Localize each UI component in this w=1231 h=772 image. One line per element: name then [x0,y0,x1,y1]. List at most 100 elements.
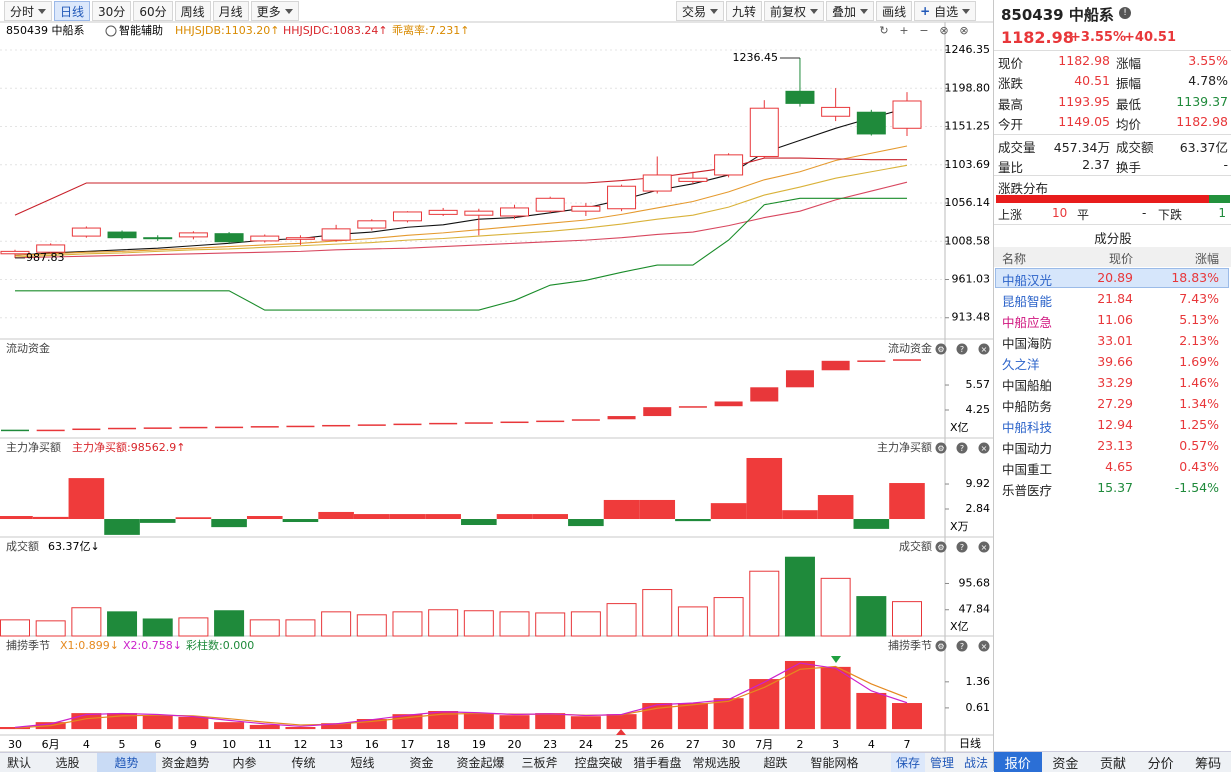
panel-icon[interactable] [956,640,968,652]
indicator-tab[interactable]: 趋势 [97,753,156,772]
flow-bar [322,424,351,427]
indicator-tab[interactable]: 资金起爆 [456,756,505,770]
panel-icon[interactable] [978,343,990,355]
period-toolbar: 分时 日线 30分 60分 周线 月线 更多 [4,0,299,22]
toolbar-button[interactable]: 叠加 [826,1,875,21]
col-header: 现价 [1108,252,1133,266]
indicator-tab[interactable]: 常规选股 [692,756,741,770]
panel-icon[interactable] [956,541,968,553]
season-bar [321,723,352,730]
y-tick-label: 1.36 [966,675,991,688]
quote-value: 1193.95 [1058,93,1110,109]
indicator-tab[interactable]: 资金 [409,756,434,770]
panel-icon[interactable] [978,541,990,553]
toolbar-button[interactable]: 日线 [54,1,91,21]
turnover-bar [392,611,423,637]
toolbar-button[interactable]: 九转 [726,1,763,21]
season-bar [499,715,530,730]
indicator-tab[interactable]: 三板斧 [521,756,558,770]
toolbar-button[interactable]: 分时 [4,1,53,21]
stock-change: 7.43% [1179,291,1219,306]
quote-value: 40.51 [1074,73,1110,89]
indicator-line [14,164,908,258]
chart-tool-icon[interactable]: ⊗ [939,24,948,37]
indicator-tab[interactable]: 默认 [6,756,31,770]
action-tab[interactable]: 战法 [963,756,988,770]
indicator-tab[interactable]: 控盘突破 [574,756,623,770]
panel-icon[interactable] [978,442,990,454]
indicator-tab[interactable]: 传统 [291,756,316,770]
stock-change: -1.54% [1174,480,1219,495]
chart-tool-icon[interactable]: ↻ [879,24,888,37]
netbuy-bar [246,516,283,520]
chart-tool-icon[interactable]: + [899,24,908,37]
turnover-bar [642,589,673,637]
side-tab[interactable]: 筹码 [1195,756,1222,772]
button-label: 交易 [682,4,707,19]
action-tab[interactable]: 管理 [929,756,954,770]
turnover-bar [285,619,316,637]
stock-name: 中国海防 [1002,336,1053,351]
x-tick-label: 11 [258,738,272,751]
indicator-tab[interactable]: 资金趋势 [161,756,210,770]
flow-bar [143,427,172,429]
stock-price: 27.29 [1097,396,1133,411]
turnover-bar [142,618,173,637]
panel-icon-glyph: × [981,642,988,651]
button-label: 日线 [60,4,85,19]
netbuy-bar [817,495,854,520]
panel-icon[interactable] [935,442,947,454]
panel-icon-glyph: ? [960,444,964,453]
side-tab[interactable]: 贡献 [1099,756,1126,772]
dist-down: 1 [1218,206,1226,220]
chart-tool-icon[interactable]: − [919,24,928,37]
tab-spacer [864,753,891,772]
quote-label: 最高 [998,96,1024,112]
indicator-tab[interactable]: 猎手看盘 [633,756,682,770]
indicator-tab[interactable]: 超跌 [763,756,788,770]
toolbar-button[interactable]: 前复权 [764,1,825,21]
toolbar-button[interactable]: 30分 [92,1,132,21]
panel-icon[interactable] [956,343,968,355]
panel-icon[interactable] [935,541,947,553]
indicator-tab[interactable]: 内参 [232,756,257,770]
toolbar-button[interactable]: + 自选 [914,1,977,21]
legend-x2: X2:0.758↓ [123,639,182,652]
constituent-row[interactable] [995,268,1229,288]
panel-icon[interactable] [978,640,990,652]
side-tab[interactable]: 分价 [1147,756,1174,772]
indicator-tab[interactable]: 短线 [350,756,375,770]
toolbar-button[interactable]: 60分 [133,1,173,21]
chart-name: 850439 中船系 [6,23,85,37]
toolbar-button[interactable]: 画线 [876,1,913,21]
panel-icon[interactable] [935,343,947,355]
info-icon[interactable]: ! [1119,7,1131,19]
stock-price: 39.66 [1097,354,1133,369]
quote-label: 涨幅 [1116,56,1142,71]
stock-name: 中国重工 [1002,462,1053,477]
toolbar-button[interactable]: 月线 [212,1,249,21]
turnover-bar [749,570,780,637]
divider [994,50,1231,51]
x-tick-label: 30 [8,738,22,751]
panel-icon[interactable] [956,442,968,454]
toolbar-button[interactable]: 更多 [250,1,299,21]
action-tab[interactable]: 保存 [891,753,925,772]
netbuy-bar [496,514,533,520]
indicator-tab[interactable]: 选股 [55,756,80,770]
button-label: 更多 [256,4,281,19]
quote-value: 457.34万 [1053,139,1110,155]
dropdown-arrow [810,8,819,14]
toolbar-button[interactable]: 交易 [676,1,725,21]
stock-price: 20.89 [1097,270,1133,285]
indicator-tab[interactable]: 智能网格 [810,756,859,770]
flow-bar [607,416,636,420]
side-tab[interactable]: 报价 [994,752,1042,772]
y-tick-label: 1246.35 [945,43,991,56]
chart-tool-icon[interactable]: ⊗ [959,24,968,37]
quote-label: 今开 [998,117,1024,133]
toolbar-button[interactable]: 周线 [174,1,211,21]
panel-icon[interactable] [935,640,947,652]
x-tick-label: 18 [436,738,450,751]
side-tab[interactable]: 资金 [1052,756,1079,772]
